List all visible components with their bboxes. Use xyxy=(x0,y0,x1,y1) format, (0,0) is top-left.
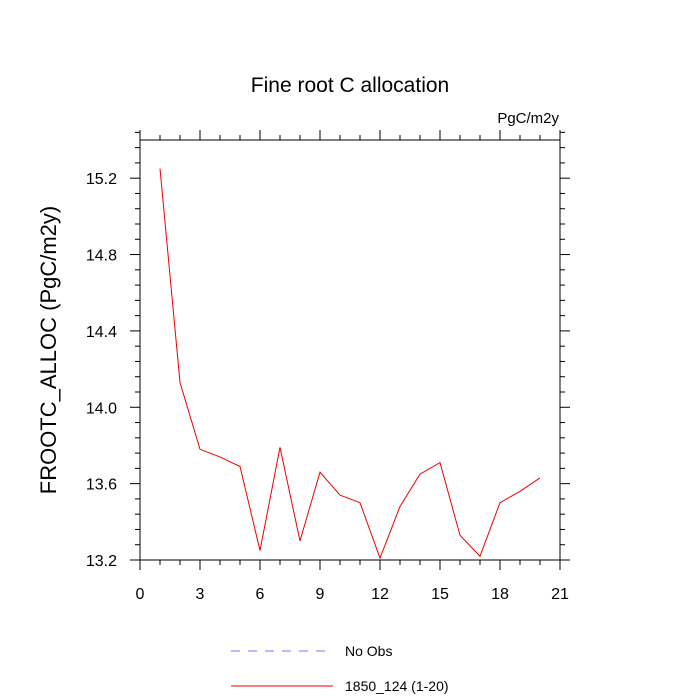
x-tick-label: 15 xyxy=(431,586,449,603)
x-tick-label: 18 xyxy=(491,586,509,603)
plot-frame xyxy=(139,139,561,561)
y-tick-label: 14.4 xyxy=(86,324,117,341)
x-tick-label: 0 xyxy=(136,586,145,603)
units-label: PgC/m2y xyxy=(497,110,559,127)
legend: No Obs 1850_124 (1-20) xyxy=(231,643,449,694)
y-tick-label: 14.0 xyxy=(86,400,117,417)
series-layer xyxy=(159,168,541,560)
y-tick-label: 13.6 xyxy=(86,477,117,494)
legend-label-0: No Obs xyxy=(345,643,392,659)
x-tick-label: 3 xyxy=(196,586,205,603)
y-axis-ticks: 13.2 13.6 14.0 14.4 14.8 15.2 xyxy=(86,131,570,570)
y-axis-label: FROOTC_ALLOC (PgC/m2y) xyxy=(36,206,61,495)
y-tick-label: 13.2 xyxy=(86,553,117,570)
x-axis-ticks: 0 3 6 9 12 15 18 21 xyxy=(136,130,569,603)
x-tick-label: 9 xyxy=(316,586,325,603)
x-tick-label: 21 xyxy=(551,586,569,603)
chart-title: Fine root C allocation xyxy=(251,74,449,97)
legend-label-1: 1850_124 (1-20) xyxy=(345,678,449,694)
x-tick-label: 12 xyxy=(371,586,389,603)
y-tick-label: 15.2 xyxy=(86,171,117,188)
x-tick-label: 6 xyxy=(256,586,265,603)
y-tick-label: 14.8 xyxy=(86,248,117,265)
series-line-0 xyxy=(159,168,541,560)
